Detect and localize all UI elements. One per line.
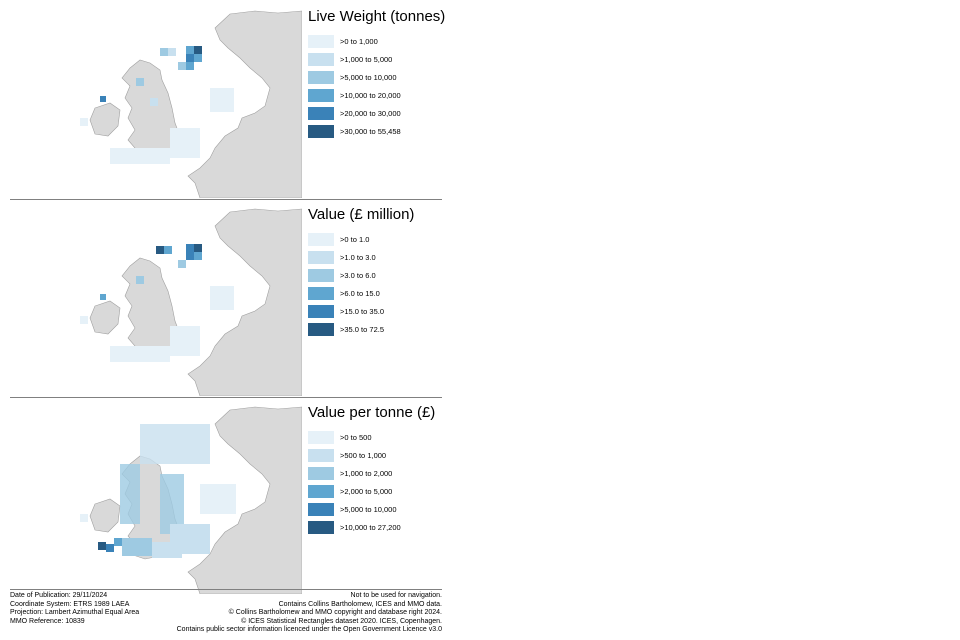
legend-label: >5,000 to 10,000 [340,72,397,82]
map-live-weight [10,8,302,198]
legend-label: >1,000 to 5,000 [340,54,393,64]
legend-label: >0 to 1,000 [340,36,378,46]
legend-swatch [308,52,334,66]
legend-label: >1,000 to 2,000 [340,468,393,478]
legend-label: >35.0 to 72.5 [340,324,384,334]
footer-metadata: Date of Publication: 29/11/2024 Coordina… [10,592,139,626]
legend-swatch [308,466,334,480]
legend-label: >0 to 1.0 [340,234,370,244]
legend-item: >1,000 to 2,000 [308,464,458,482]
heat-cells [80,424,236,558]
legend-swatch [308,520,334,534]
panel-divider [10,397,442,398]
panel-value-per-tonne: Value per tonne (£) >0 to 500 >500 to 1,… [10,404,442,594]
map-value-per-tonne [10,404,302,594]
legend-swatch [308,484,334,498]
legend-label: >1.0 to 3.0 [340,252,376,262]
legend-swatch [308,304,334,318]
legend-swatch [308,502,334,516]
legend-title: Value per tonne (£) [308,404,436,421]
legend-swatch [308,232,334,246]
legend-swatch [308,322,334,336]
legend-swatch [308,88,334,102]
legend-item: >10,000 to 27,200 [308,518,458,536]
legend-live-weight: Live Weight (tonnes) >0 to 1,000 >1,000 … [308,8,458,140]
legend-item: >1.0 to 3.0 [308,248,458,266]
legend-swatch [308,70,334,84]
legend-swatch [308,250,334,264]
legend-swatch [308,286,334,300]
ices-credit: © ICES Statistical Rectangles dataset 20… [241,617,442,625]
legend-item: >0 to 500 [308,428,458,446]
legend-label: >500 to 1,000 [340,450,387,460]
heat-cells [80,46,234,164]
legend-item: >0 to 1.0 [308,230,458,248]
legend-item: >6.0 to 15.0 [308,284,458,302]
legend-label: >15.0 to 35.0 [340,306,384,316]
projection: Projection: Lambert Azimuthal Equal Area [10,609,140,616]
legend-item: >35.0 to 72.5 [308,320,458,338]
legend-item: >5,000 to 10,000 [308,500,458,518]
navigation-warning: Not to be used for navigation. [350,592,442,599]
legend-swatch [308,430,334,444]
legend-label: >5,000 to 10,000 [340,504,397,514]
legend-item: >0 to 1,000 [308,32,458,50]
legend-title: Live Weight (tonnes) [308,8,446,25]
legend-title: Value (£ million) [308,206,415,223]
legend-value-per-tonne: Value per tonne (£) >0 to 500 >500 to 1,… [308,404,458,536]
legend-swatch [308,34,334,48]
footer-credits: Not to be used for navigation. Contains … [177,592,442,635]
legend-label: >2,000 to 5,000 [340,486,393,496]
coordinate-system: Coordinate System: ETRS 1989 LAEA [10,600,130,608]
heat-cells [80,244,234,362]
publication-date: Date of Publication: 29/11/2024 [10,592,108,599]
legend-swatch [308,268,334,282]
legend-item: >30,000 to 55,458 [308,122,458,140]
footer-divider [10,589,442,590]
legend-swatch [308,448,334,462]
legend-label: >30,000 to 55,458 [340,126,401,136]
legend-item: >15.0 to 35.0 [308,302,458,320]
panel-live-weight: Live Weight (tonnes) >0 to 1,000 >1,000 … [10,8,445,198]
legend-label: >10,000 to 20,000 [340,90,401,100]
legend-item: >2,000 to 5,000 [308,482,458,500]
legend-label: >0 to 500 [340,432,372,442]
legend-value: Value (£ million) >0 to 1.0 >1.0 to 3.0 … [308,206,458,338]
panel-divider [10,199,442,200]
map-svg [80,406,302,594]
map-svg [80,10,302,198]
legend-item: >1,000 to 5,000 [308,50,458,68]
legend-label: >10,000 to 27,200 [340,522,401,532]
legend-label: >3.0 to 6.0 [340,270,376,280]
data-credit: Contains Collins Bartholomew, ICES and M… [278,600,442,608]
legend-item: >500 to 1,000 [308,446,458,464]
map-svg [80,208,302,396]
legend-swatch [308,106,334,120]
legend-item: >5,000 to 10,000 [308,68,458,86]
copyright-credit: © Collins Bartholomew and MMO copyright … [228,609,442,616]
legend-item: >10,000 to 20,000 [308,86,458,104]
panel-value: Value (£ million) >0 to 1.0 >1.0 to 3.0 … [10,206,442,396]
map-value [10,206,302,396]
mmo-reference: MMO Reference: 10839 [10,617,85,625]
legend-item: >20,000 to 30,000 [308,104,458,122]
legend-swatch [308,124,334,138]
legend-label: >20,000 to 30,000 [340,108,401,118]
legend-item: >3.0 to 6.0 [308,266,458,284]
licence-credit: Contains public sector information licen… [176,626,442,633]
legend-label: >6.0 to 15.0 [340,288,380,298]
